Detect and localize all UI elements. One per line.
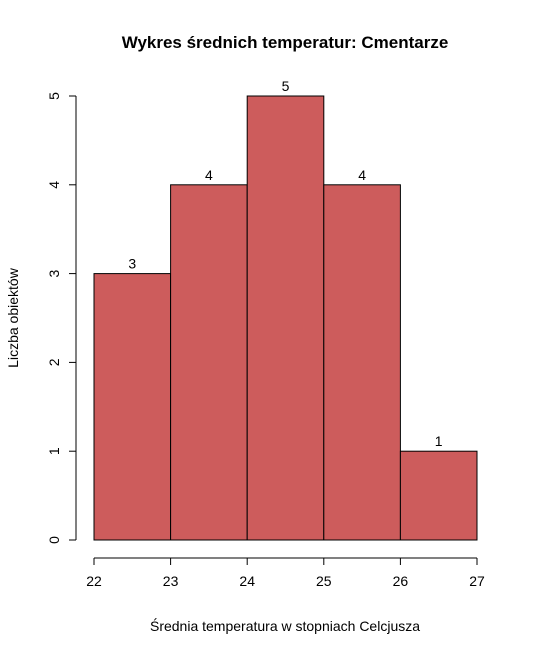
bars-group [93, 95, 478, 541]
y-tick-label-3: 3 [46, 269, 62, 277]
chart-title: Wykres średnich temperatur: Cmentarze [122, 33, 449, 52]
y-axis-label: Liczba obiektów [5, 267, 21, 368]
y-axis: 0 1 2 3 4 5 [46, 92, 77, 544]
histogram-bar-4 [323, 184, 401, 541]
y-tick-label-5: 5 [46, 92, 62, 100]
histogram-bar-5 [399, 450, 478, 541]
data-labels-group: 3 4 5 4 1 [128, 78, 442, 449]
histogram-bar-3 [246, 95, 325, 541]
bar-count-label-1: 3 [128, 256, 136, 272]
bar-count-label-3: 5 [282, 78, 290, 94]
bar-count-label-4: 4 [358, 167, 366, 183]
x-tick-label-23: 23 [163, 573, 179, 589]
y-tick-label-4: 4 [46, 181, 62, 189]
bar-count-label-2: 4 [205, 167, 213, 183]
x-tick-label-27: 27 [469, 573, 485, 589]
histogram-bar-2 [170, 184, 248, 541]
x-tick-label-26: 26 [393, 573, 409, 589]
x-axis: 22 23 24 25 26 27 [86, 557, 485, 589]
histogram-bar-1 [93, 273, 172, 541]
y-tick-label-1: 1 [46, 447, 62, 455]
x-tick-label-25: 25 [316, 573, 332, 589]
y-tick-label-0: 0 [46, 536, 62, 544]
x-tick-label-22: 22 [86, 573, 102, 589]
x-tick-label-24: 24 [239, 573, 255, 589]
bar-count-label-5: 1 [435, 433, 443, 449]
x-axis-label: Średnia temperatura w stopniach Celcjusz… [150, 617, 420, 634]
y-tick-label-2: 2 [46, 358, 62, 366]
